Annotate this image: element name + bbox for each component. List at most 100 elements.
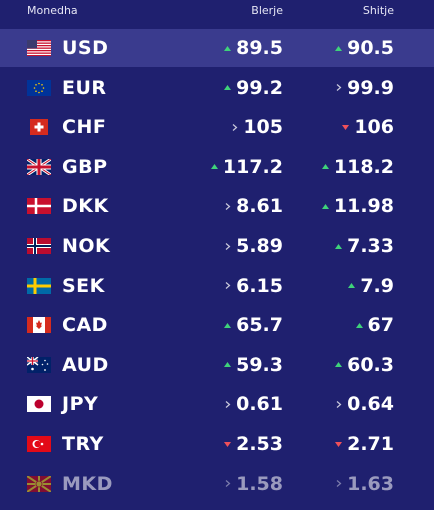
- flag-icon: [30, 119, 48, 136]
- trend-icon: [210, 164, 218, 170]
- currency-row: JPY 0.61 0.64: [0, 385, 434, 423]
- sell-rate: 11.98: [321, 195, 394, 218]
- flag: [27, 277, 51, 294]
- sell-rate: 2.71: [335, 433, 394, 455]
- sell-value: 106: [354, 116, 394, 139]
- sell-rate: 106: [342, 116, 394, 138]
- flag-icon: [26, 157, 52, 177]
- flag: [26, 356, 51, 373]
- buy-value: 117.2: [222, 155, 283, 178]
- header-sell: Shitje: [362, 4, 394, 17]
- buy-rate: 8.61: [224, 195, 283, 217]
- trend-icon: [224, 441, 232, 447]
- currency-row: NOK 5.89 7.33: [0, 227, 434, 265]
- sell-value: 2.71: [347, 433, 394, 455]
- currency-code: CAD: [62, 314, 108, 337]
- sell-rate: 99.9: [335, 77, 394, 99]
- trend-icon: [224, 45, 232, 51]
- sell-value: 1.63: [347, 472, 394, 495]
- buy-value: 2.53: [236, 433, 283, 455]
- trend-icon: [224, 362, 232, 368]
- trend-icon: [336, 480, 342, 488]
- buy-rate: 105: [231, 116, 283, 138]
- trend-icon: [225, 480, 231, 488]
- currency-code: JPY: [62, 393, 99, 416]
- sell-rate: 1.63: [335, 473, 394, 495]
- buy-value: 5.89: [236, 235, 283, 257]
- sell-value: 7.33: [347, 235, 394, 257]
- buy-value: 89.5: [236, 37, 283, 59]
- flag-icon: [27, 396, 51, 413]
- buy-value: 99.2: [236, 76, 283, 99]
- sell-rate: 67: [355, 314, 394, 337]
- buy-value: 105: [243, 116, 283, 139]
- buy-value: 1.58: [236, 472, 283, 495]
- currency-code: EUR: [62, 76, 107, 99]
- currency-code: GBP: [62, 155, 108, 178]
- sell-value: 0.64: [347, 393, 394, 416]
- trend-icon: [336, 400, 342, 408]
- trend-icon: [335, 441, 343, 447]
- flag: [27, 238, 51, 254]
- currency-code: TRY: [62, 433, 104, 455]
- buy-rate: 59.3: [224, 354, 283, 376]
- currency-code: USD: [62, 37, 109, 59]
- sell-value: 7.9: [360, 274, 394, 297]
- sell-rate: 7.33: [335, 235, 394, 257]
- buy-rate: 5.89: [224, 235, 283, 257]
- currency-row: DKK 8.61 11.98: [0, 187, 434, 225]
- buy-rate: 99.2: [224, 77, 283, 99]
- buy-value: 8.61: [236, 195, 283, 218]
- currency-code: DKK: [62, 195, 109, 218]
- flag-icon: [26, 474, 52, 493]
- flag: [26, 474, 52, 493]
- sell-value: 11.98: [333, 195, 394, 218]
- currency-code: SEK: [62, 274, 105, 297]
- buy-value: 65.7: [236, 314, 283, 337]
- flag: [27, 79, 51, 96]
- flag-icon: [27, 40, 51, 56]
- flag-icon: [26, 356, 51, 373]
- buy-rate: 0.61: [224, 393, 283, 415]
- sell-rate: 60.3: [335, 354, 394, 376]
- trend-icon: [335, 243, 343, 249]
- currency-code: CHF: [62, 116, 107, 139]
- buy-value: 6.15: [236, 274, 283, 297]
- currency-row: TRY 2.53 2.71: [0, 425, 434, 463]
- trend-icon: [225, 282, 231, 290]
- trend-icon: [321, 164, 329, 170]
- buy-rate: 89.5: [224, 37, 283, 59]
- currency-row: CHF 105 106: [0, 108, 434, 146]
- buy-rate: 1.58: [224, 473, 283, 495]
- trend-icon: [335, 45, 343, 51]
- sell-rate: 118.2: [321, 156, 394, 178]
- sell-value: 67: [367, 314, 394, 337]
- flag-icon: [27, 238, 51, 254]
- currency-code: NOK: [62, 235, 111, 257]
- flag: [26, 157, 52, 177]
- sell-value: 99.9: [347, 76, 394, 99]
- trend-icon: [321, 203, 329, 209]
- buy-value: 59.3: [236, 353, 283, 376]
- currency-code: AUD: [62, 353, 109, 376]
- trend-icon: [355, 322, 363, 328]
- buy-rate: 2.53: [224, 433, 283, 455]
- trend-icon: [224, 322, 232, 328]
- sell-rate: 90.5: [335, 37, 394, 59]
- sell-rate: 0.64: [335, 393, 394, 415]
- trend-icon: [342, 124, 350, 130]
- trend-icon: [336, 84, 342, 92]
- flag-icon: [27, 317, 51, 334]
- sell-value: 90.5: [347, 37, 394, 59]
- flag-icon: [27, 198, 51, 215]
- trend-icon: [225, 400, 231, 408]
- currency-code: MKD: [62, 472, 113, 495]
- currency-row: SEK 6.15 7.9: [0, 267, 434, 305]
- currency-row: USD 89.5 90.5: [0, 29, 434, 67]
- trend-icon: [224, 85, 232, 91]
- flag: [27, 396, 51, 413]
- flag: [27, 436, 51, 452]
- trend-icon: [225, 202, 231, 210]
- flag: [27, 198, 51, 215]
